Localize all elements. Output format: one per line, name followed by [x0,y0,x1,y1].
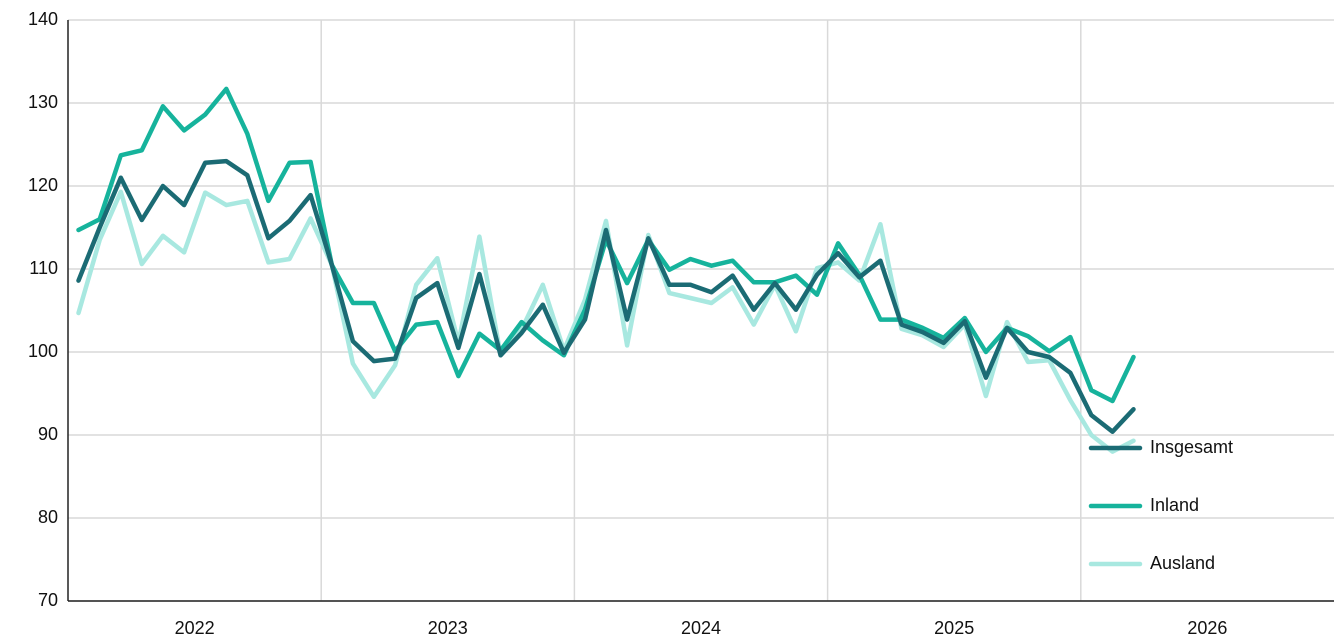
y-tick-label: 90 [38,424,58,444]
y-tick-label: 120 [28,175,58,195]
x-tick-label: 2025 [934,618,974,638]
series-line [76,189,1136,454]
series-line [76,158,1136,434]
x-tick-label: 2024 [681,618,721,638]
x-tick-label: 2026 [1187,618,1227,638]
legend-label: Insgesamt [1150,437,1233,457]
x-tick-label: 2022 [175,618,215,638]
y-tick-label: 130 [28,92,58,112]
x-tick-label: 2023 [428,618,468,638]
legend-label: Ausland [1150,553,1215,573]
y-tick-label: 70 [38,590,58,610]
y-tick-label: 100 [28,341,58,361]
legend-label: Inland [1150,495,1199,515]
y-tick-label: 110 [29,258,58,278]
y-tick-label: 80 [38,507,58,527]
series-line [76,86,1136,404]
y-tick-label: 140 [28,9,58,29]
